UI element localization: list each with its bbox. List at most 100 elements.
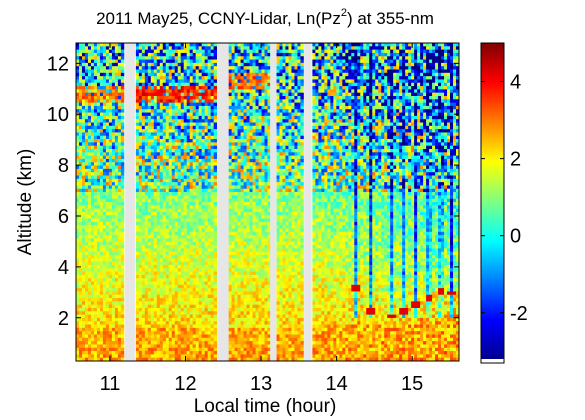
heatmap-cell bbox=[153, 92, 158, 97]
heatmap-cell bbox=[141, 132, 146, 137]
heatmap-cell bbox=[429, 102, 433, 107]
heatmap-cell bbox=[363, 122, 367, 127]
heatmap-cell bbox=[339, 119, 343, 123]
heatmap-cell bbox=[285, 59, 289, 64]
heatmap-cell bbox=[357, 89, 361, 94]
heatmap-cell bbox=[153, 158, 158, 163]
heatmap-cell bbox=[87, 125, 92, 130]
heatmap-cell bbox=[426, 99, 430, 104]
heatmap-cell bbox=[96, 155, 101, 160]
heatmap-cell bbox=[228, 43, 232, 47]
heatmap-cell bbox=[426, 145, 430, 150]
heatmap-cell bbox=[327, 105, 331, 110]
heatmap-cell bbox=[339, 132, 343, 137]
heatmap-cell bbox=[165, 62, 170, 67]
heatmap-cell bbox=[447, 49, 451, 54]
heatmap-cell bbox=[336, 145, 340, 150]
heatmap-cell bbox=[84, 105, 89, 110]
heatmap-cell bbox=[76, 149, 80, 153]
heatmap-cell bbox=[450, 155, 454, 160]
heatmap-cell bbox=[201, 178, 206, 183]
heatmap-cell bbox=[369, 122, 373, 127]
heatmap-cell bbox=[381, 168, 385, 173]
heatmap-cell bbox=[333, 43, 337, 47]
heatmap-cell bbox=[237, 149, 241, 153]
heatmap-cell bbox=[141, 129, 146, 133]
heatmap-cell bbox=[231, 62, 235, 67]
heatmap-cell bbox=[300, 43, 304, 47]
heatmap-cell bbox=[423, 152, 427, 157]
heatmap-cell bbox=[342, 52, 346, 57]
heatmap-cell bbox=[411, 72, 415, 77]
heatmap-cell bbox=[450, 96, 454, 100]
heatmap-cell bbox=[327, 62, 331, 67]
heatmap-cell bbox=[165, 66, 170, 70]
heatmap-cell bbox=[210, 66, 215, 70]
heatmap-cell bbox=[390, 79, 394, 84]
heatmap-cell bbox=[237, 112, 241, 117]
heatmap-cell bbox=[231, 56, 235, 60]
heatmap-cell bbox=[102, 139, 107, 143]
heatmap-cell bbox=[138, 162, 143, 166]
heatmap-cell bbox=[351, 172, 355, 176]
heatmap-cell bbox=[153, 86, 158, 90]
heatmap-cell bbox=[318, 112, 322, 117]
heatmap-cell bbox=[342, 62, 346, 67]
heatmap-cell bbox=[180, 129, 185, 133]
heatmap-cell bbox=[297, 96, 301, 100]
heatmap-cell bbox=[264, 89, 268, 94]
heatmap-cell bbox=[447, 139, 451, 143]
heatmap-cell bbox=[279, 89, 283, 94]
heatmap-cell bbox=[429, 59, 433, 64]
heatmap-cell bbox=[240, 185, 244, 190]
heatmap-cell bbox=[396, 135, 400, 140]
heatmap-cell bbox=[246, 129, 250, 133]
heatmap-cell bbox=[228, 139, 232, 143]
heatmap-cell bbox=[76, 69, 80, 74]
heatmap-cell bbox=[117, 152, 122, 157]
heatmap-cell bbox=[162, 132, 167, 137]
heatmap-cell bbox=[429, 145, 433, 150]
heatmap-cell bbox=[342, 69, 346, 74]
heatmap-cell bbox=[300, 152, 304, 157]
heatmap-cell bbox=[426, 125, 430, 130]
heatmap-cell bbox=[297, 172, 301, 176]
heatmap-cell bbox=[147, 43, 152, 47]
heatmap-cell bbox=[159, 105, 164, 110]
heatmap-cell bbox=[372, 142, 376, 147]
heatmap-cell bbox=[76, 142, 80, 147]
heatmap-cell bbox=[327, 182, 331, 186]
heatmap-cell bbox=[315, 152, 319, 157]
heatmap-cell bbox=[198, 56, 203, 60]
heatmap-cell bbox=[237, 172, 241, 176]
heatmap-cell bbox=[438, 115, 442, 120]
heatmap-cell bbox=[189, 43, 194, 47]
heatmap-cell bbox=[357, 139, 361, 143]
heatmap-cell bbox=[276, 122, 280, 127]
heatmap-cell bbox=[336, 158, 340, 163]
heatmap-cell bbox=[405, 142, 409, 147]
heatmap-cell bbox=[288, 46, 292, 51]
heatmap-cell bbox=[147, 155, 152, 160]
heatmap-cell bbox=[288, 49, 292, 54]
heatmap-cell bbox=[345, 105, 349, 110]
heatmap-cell bbox=[174, 125, 179, 130]
heatmap-cell bbox=[234, 152, 238, 157]
heatmap-cell bbox=[429, 56, 433, 60]
heatmap-cell bbox=[354, 142, 358, 147]
heatmap-cell bbox=[138, 122, 143, 127]
heatmap-cell bbox=[429, 178, 433, 183]
heatmap-cell bbox=[174, 43, 179, 47]
heatmap-cell bbox=[258, 76, 262, 80]
heatmap-cell bbox=[144, 92, 149, 97]
heatmap-cell bbox=[372, 92, 376, 97]
heatmap-cell bbox=[390, 145, 394, 150]
heatmap-cell bbox=[336, 43, 340, 47]
heatmap-cell bbox=[159, 182, 164, 186]
heatmap-cell bbox=[105, 175, 110, 180]
heatmap-cell bbox=[411, 52, 415, 57]
heatmap-cell bbox=[237, 175, 241, 180]
heatmap-cell bbox=[165, 82, 170, 87]
heatmap-cell bbox=[318, 102, 322, 107]
heatmap-cell bbox=[165, 105, 170, 110]
